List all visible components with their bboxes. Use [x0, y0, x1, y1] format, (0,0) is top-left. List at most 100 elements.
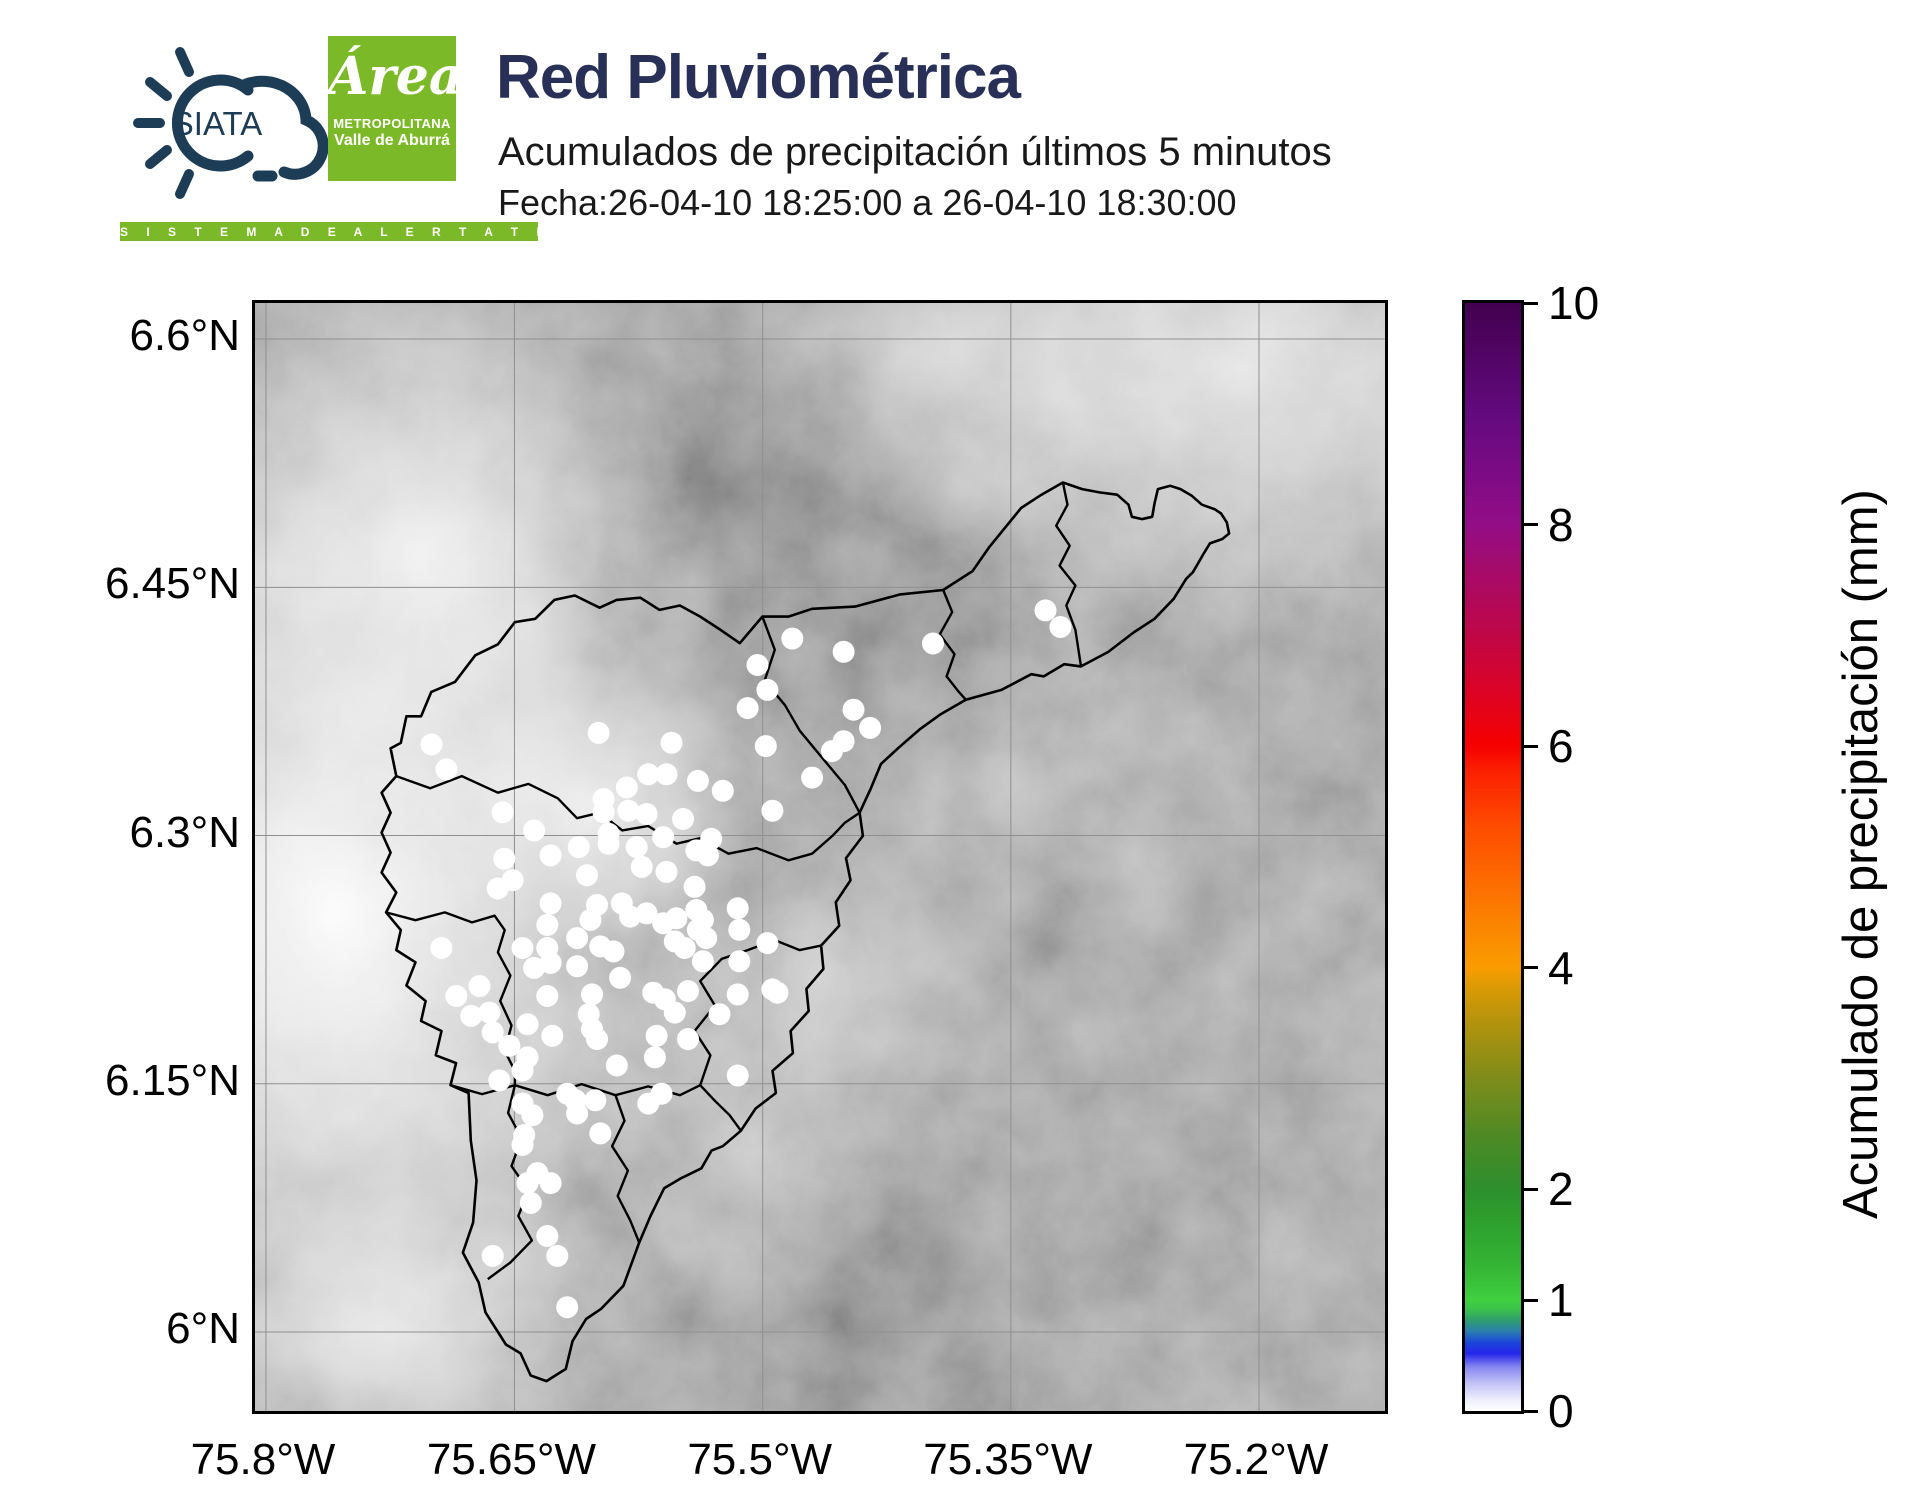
colorbar-tick-label: 10	[1548, 277, 1600, 329]
municipality-boundary	[761, 616, 861, 814]
station-dot	[766, 981, 789, 1004]
station-dot	[539, 844, 562, 867]
station-dot	[478, 1001, 501, 1024]
municipality-boundary	[1055, 482, 1083, 667]
y-tick-label: 6.3°N	[129, 807, 240, 857]
valley-outer-boundary	[380, 481, 1231, 1383]
station-dot	[511, 937, 534, 959]
x-tick-label: 75.35°W	[923, 1435, 1093, 1484]
station-dot	[501, 869, 524, 892]
colorbar	[1462, 300, 1524, 1414]
station-dot	[859, 716, 882, 739]
station-dot	[516, 1172, 539, 1195]
station-dot	[602, 940, 625, 963]
station-dot	[673, 937, 696, 959]
y-tick-label: 6.45°N	[104, 559, 240, 609]
station-dot	[683, 875, 706, 898]
station-dot	[665, 907, 688, 930]
tagline-bar: S I S T E M A D E A L E R T A T E M P R …	[120, 222, 706, 241]
station-dot	[637, 763, 660, 786]
date-range: Fecha:26-04-10 18:25:00 a 26-04-10 18:30…	[498, 182, 1237, 223]
station-dot	[566, 927, 589, 950]
station-dot	[726, 897, 749, 920]
station-dot	[536, 985, 559, 1007]
station-dot	[677, 1028, 699, 1051]
station-dot	[756, 932, 779, 955]
station-dot	[605, 1054, 628, 1077]
station-dot	[536, 913, 559, 936]
colorbar-tick	[1521, 744, 1538, 748]
area-logo-line1: METROPOLITANA	[333, 116, 451, 131]
colorbar-tick	[1521, 966, 1538, 970]
station-dot	[536, 1225, 559, 1247]
siata-logo: SIATA	[112, 26, 330, 216]
station-dot	[637, 1092, 660, 1115]
station-dot	[695, 927, 718, 950]
station-dot	[516, 1013, 539, 1036]
x-tick-label: 75.8°W	[190, 1435, 336, 1484]
station-dot	[511, 1134, 534, 1156]
y-tick-label: 6°N	[166, 1303, 240, 1353]
station-dot	[672, 808, 694, 830]
station-dot	[541, 1024, 564, 1047]
colorbar-tick-label: 8	[1548, 498, 1574, 551]
station-dot	[1034, 599, 1057, 622]
station-dot	[615, 776, 638, 799]
station-dot	[663, 1001, 686, 1024]
station-dot	[566, 955, 589, 978]
station-dot	[922, 632, 944, 655]
station-dot	[677, 980, 699, 1003]
station-dot	[460, 1004, 483, 1027]
siata-sun-cloud-icon: SIATA	[133, 47, 329, 199]
colorbar-tick	[1521, 1298, 1538, 1302]
station-dot	[481, 1244, 504, 1267]
terrain-noise-coarse	[255, 303, 1385, 1411]
colorbar-tick	[1521, 1187, 1538, 1191]
station-dot	[597, 832, 620, 855]
station-dot	[566, 1102, 589, 1125]
municipality-boundary	[610, 1094, 641, 1244]
station-dot	[652, 826, 675, 849]
station-dot	[761, 799, 784, 822]
station-dot	[589, 1122, 612, 1145]
municipality-boundary	[395, 774, 861, 862]
station-dot	[430, 937, 453, 959]
x-tick-label: 75.5°W	[687, 1435, 833, 1484]
colorbar-tick	[1521, 1409, 1538, 1413]
station-dot	[491, 801, 514, 824]
station-dot	[630, 855, 653, 878]
colorbar-tick-label: 2	[1548, 1163, 1574, 1216]
station-dot	[481, 1021, 504, 1044]
station-dot	[655, 860, 678, 883]
station-dot	[756, 678, 779, 701]
station-dot	[696, 844, 719, 867]
station-dot	[523, 956, 546, 979]
station-dot	[736, 697, 759, 720]
station-dot	[635, 902, 658, 925]
municipality-boundary	[938, 589, 967, 701]
station-dot	[708, 1003, 731, 1026]
station-dot	[691, 950, 714, 973]
municipality-boundary	[693, 938, 822, 1086]
station-dot	[700, 827, 723, 850]
station-dot	[488, 1069, 511, 1092]
page-subtitle: Acumulados de precipitación últimos 5 mi…	[498, 130, 1332, 174]
station-dot	[619, 905, 642, 928]
y-tick-label: 6.6°N	[129, 311, 240, 360]
colorbar-tick	[1521, 523, 1538, 527]
station-dot	[781, 627, 804, 650]
colorbar-tick-label: 1	[1548, 1274, 1574, 1327]
station-dot	[579, 908, 602, 931]
station-dot	[1049, 616, 1072, 638]
station-dot	[567, 836, 590, 859]
station-dot	[445, 985, 468, 1007]
station-dot	[801, 766, 824, 789]
station-dot	[592, 801, 615, 824]
station-dot	[754, 735, 777, 758]
area-logo-script: Área	[328, 46, 456, 107]
station-dot	[523, 819, 546, 842]
station-dot	[435, 758, 458, 781]
station-dot	[511, 1059, 534, 1082]
area-metropolitana-logo: Área METROPOLITANA Valle de Aburrá	[328, 36, 456, 181]
station-dot	[821, 740, 843, 763]
